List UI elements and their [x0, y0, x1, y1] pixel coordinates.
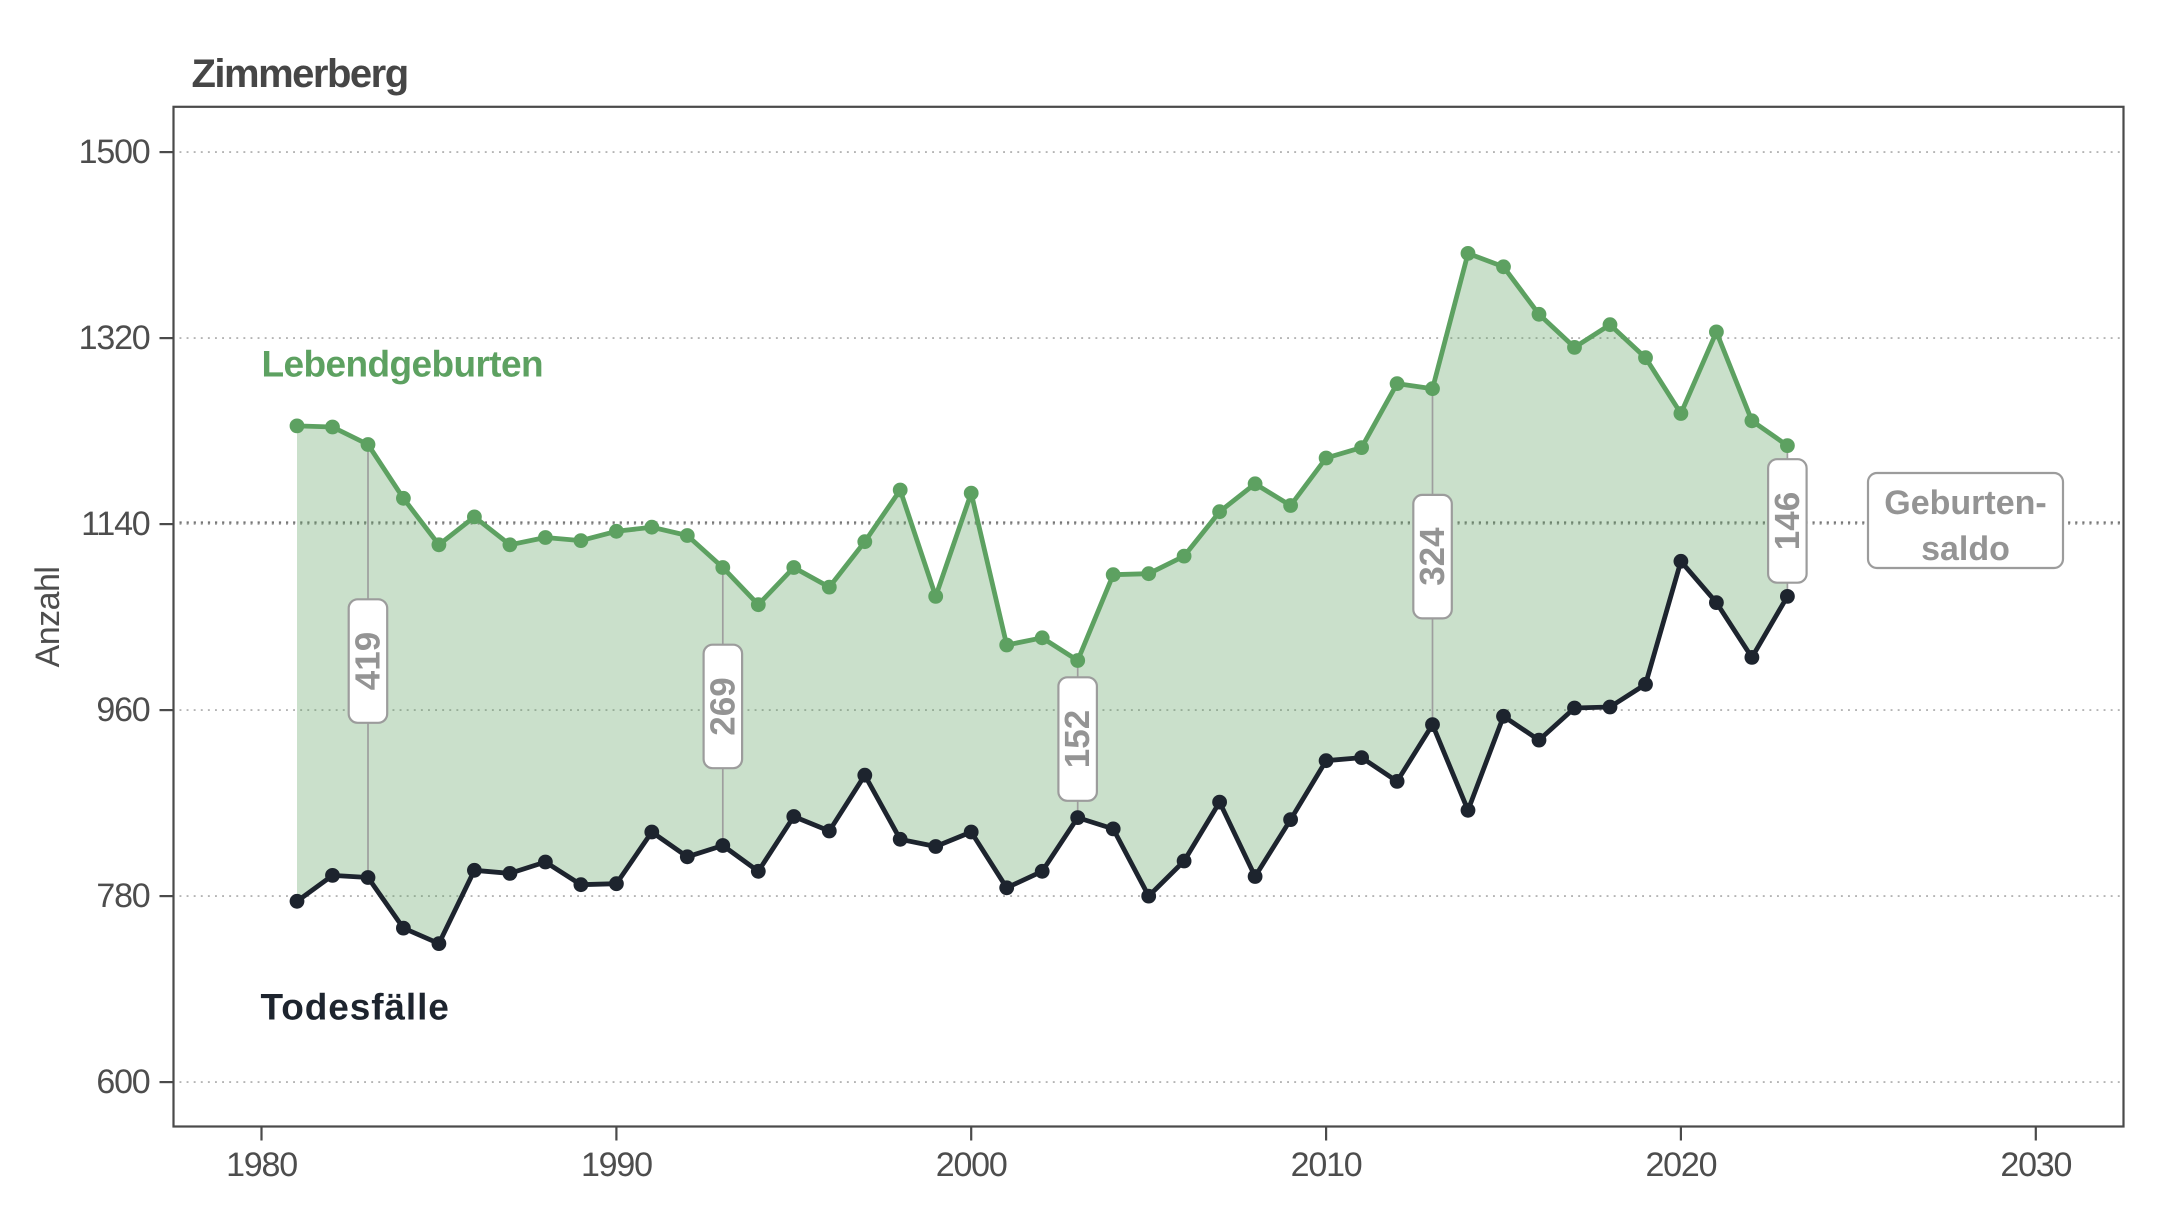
svg-text:152: 152	[1058, 710, 1097, 768]
svg-text:Todesfälle: Todesfälle	[261, 987, 450, 1028]
svg-text:1500: 1500	[79, 133, 150, 171]
svg-text:600: 600	[96, 1063, 149, 1101]
svg-text:2030: 2030	[2000, 1146, 2071, 1184]
svg-text:Anzahl: Anzahl	[29, 567, 67, 668]
svg-text:2020: 2020	[1645, 1146, 1716, 1184]
svg-text:1320: 1320	[79, 319, 150, 357]
svg-text:324: 324	[1413, 527, 1452, 586]
svg-text:1980: 1980	[226, 1146, 297, 1184]
svg-text:269: 269	[703, 677, 742, 735]
svg-text:146: 146	[1768, 492, 1807, 550]
svg-text:2010: 2010	[1291, 1146, 1362, 1184]
svg-text:Geburten-: Geburten-	[1884, 484, 2046, 522]
svg-text:Lebendgeburten: Lebendgeburten	[262, 344, 543, 385]
svg-text:saldo: saldo	[1921, 530, 2010, 568]
svg-text:960: 960	[96, 691, 149, 729]
svg-text:1990: 1990	[581, 1146, 652, 1184]
svg-text:2000: 2000	[936, 1146, 1007, 1184]
svg-text:780: 780	[96, 877, 149, 915]
svg-text:Zimmerberg: Zimmerberg	[192, 52, 408, 96]
svg-text:419: 419	[349, 632, 388, 690]
svg-text:1140: 1140	[81, 505, 150, 543]
